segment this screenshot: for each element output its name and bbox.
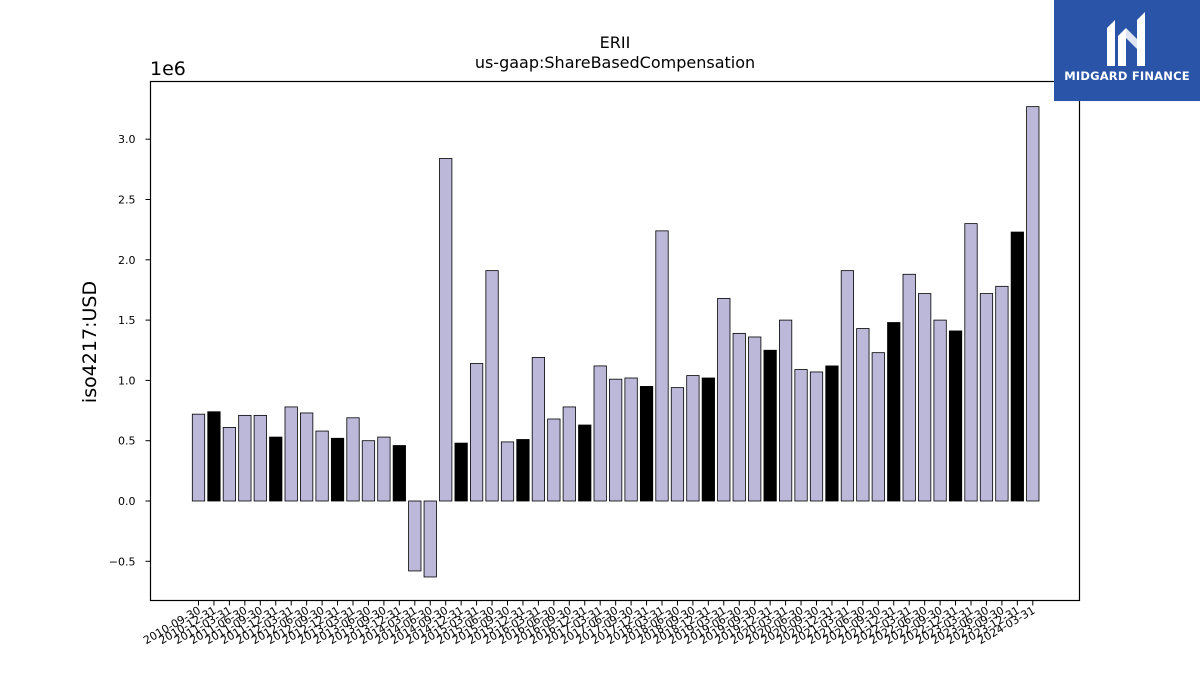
bar-2013-12-31 (392, 445, 406, 502)
y-axis-offset-label: 1e6 (150, 58, 186, 80)
bar-2016-12-31 (578, 424, 592, 502)
bar-2011-03-31 (222, 427, 236, 502)
bar-2018-12-31 (701, 377, 715, 502)
y-tick-label: 1.0 (118, 374, 136, 387)
bar-2012-06-30 (300, 412, 314, 502)
bar-2015-12-31 (516, 439, 530, 502)
bar-2012-03-31 (284, 406, 298, 502)
bar-2013-03-31 (346, 417, 360, 502)
bar-2021-12-31 (887, 322, 901, 502)
bar-2014-03-31 (408, 500, 422, 572)
bar-2012-12-31 (330, 437, 345, 502)
bar-2011-06-30 (238, 414, 252, 502)
bar-2016-03-31 (531, 357, 546, 502)
bar-2018-06-30 (670, 387, 685, 502)
bar-2015-03-31 (469, 363, 484, 502)
bar-2021-09-30 (871, 352, 885, 502)
y-tick-label: 2.5 (118, 194, 136, 207)
bar-series (191, 106, 1040, 578)
bar-2020-12-31 (825, 365, 839, 502)
midgard-logo-icon (1107, 12, 1145, 66)
bar-2011-12-31 (269, 436, 283, 502)
y-tick-label: 2.0 (118, 254, 136, 267)
bar-2021-03-31 (840, 270, 855, 502)
y-axis-label: iso4217:USD (79, 281, 101, 403)
y-tick-label: 3.0 (118, 133, 136, 146)
bar-2018-03-31 (655, 230, 669, 502)
bar-2016-06-30 (547, 418, 561, 502)
bar-2020-03-31 (779, 319, 793, 502)
y-tick-label: 0.0 (118, 495, 136, 508)
bar-2021-06-30 (856, 328, 870, 502)
bar-2023-09-30 (995, 285, 1009, 502)
bar-2020-06-30 (794, 369, 808, 502)
bar-2022-09-30 (933, 319, 947, 502)
y-tick-label: 1.5 (118, 314, 136, 327)
bar-2017-06-30 (609, 378, 623, 502)
chart-subtitle: us-gaap:ShareBasedCompensation (475, 53, 755, 72)
bar-2022-06-30 (918, 293, 932, 502)
bar-2010-09-30 (191, 413, 206, 502)
bar-2011-09-30 (253, 414, 267, 502)
plot-frame (149, 80, 1081, 602)
bar-2015-06-30 (485, 270, 499, 502)
bar-2023-03-31 (964, 223, 978, 502)
y-tick-label: −0.5 (109, 555, 136, 568)
bar-2020-09-30 (809, 371, 824, 502)
brand-name: MIDGARD FINANCE (1064, 69, 1190, 83)
y-tick-label: 0.5 (118, 435, 136, 448)
bar-2019-09-30 (748, 336, 762, 502)
bar-2024-03-31 (1026, 106, 1040, 502)
bar-2019-12-31 (763, 349, 777, 502)
bar-2023-12-31 (1010, 231, 1024, 502)
bar-2015-09-30 (500, 441, 515, 502)
bar-2022-03-31 (902, 273, 916, 502)
chart-title: ERII (600, 33, 631, 52)
bar-2014-12-31 (454, 442, 468, 502)
bar-2014-09-30 (439, 158, 453, 502)
bar-2014-06-30 (423, 500, 437, 578)
bar-2016-09-30 (562, 406, 576, 502)
bar-2017-09-30 (624, 377, 638, 502)
bar-2010-12-31 (207, 411, 221, 502)
bar-2013-09-30 (377, 436, 391, 502)
bar-2013-06-30 (361, 440, 376, 502)
bar-2012-09-30 (315, 430, 329, 502)
bar-2018-09-30 (686, 375, 700, 502)
bar-2017-03-31 (593, 365, 607, 502)
bar-2022-12-31 (948, 330, 963, 502)
x-axis-ticks: 2010-09-302010-12-312011-03-312011-06-30… (141, 600, 1037, 647)
bar-2023-06-30 (979, 293, 994, 502)
bar-2017-12-31 (639, 386, 654, 502)
bar-2019-06-30 (732, 332, 746, 502)
brand-logo: MIDGARD FINANCE (1054, 0, 1200, 101)
y-axis-ticks: −0.5 0.0 0.5 1.0 1.5 2.0 2.5 3.0 (109, 133, 151, 568)
bar-2019-03-31 (717, 297, 731, 502)
